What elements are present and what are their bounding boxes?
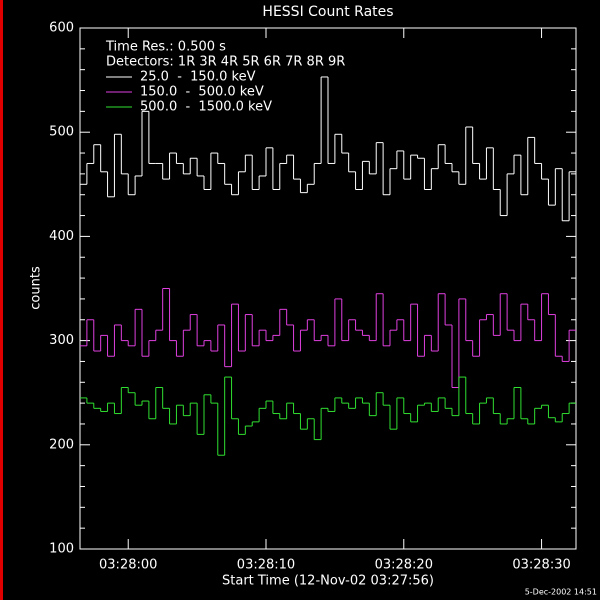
x-tick-label: 03:28:00: [99, 558, 157, 573]
y-tick-label: 200: [49, 437, 74, 452]
y-tick-label: 300: [49, 333, 74, 348]
y-axis-label: counts: [29, 266, 44, 310]
left-border: [0, 0, 3, 600]
annotation: Time Res.: 0.500 s: [105, 40, 226, 55]
y-tick-label: 100: [49, 542, 74, 557]
legend-label: 150.0 - 500.0 keV: [140, 85, 264, 100]
chart-title: HESSI Count Rates: [262, 4, 393, 20]
x-tick-label: 03:28:20: [375, 558, 433, 573]
plot-frame: [79, 27, 577, 550]
legend-label: 25.0 - 150.0 keV: [140, 70, 256, 85]
legend-label: 500.0 - 1500.0 keV: [140, 100, 272, 115]
x-tick-label: 03:28:30: [512, 558, 570, 573]
footer-date: 5-Dec-2002 14:51: [525, 588, 597, 597]
x-axis-label: Start Time (12-Nov-02 03:27:56): [222, 574, 434, 589]
y-tick-label: 400: [49, 229, 74, 244]
y-tick-label: 500: [49, 125, 74, 140]
x-tick-label: 03:28:10: [237, 558, 295, 573]
y-tick-label: 600: [49, 21, 74, 36]
annotation: Detectors: 1R 3R 4R 5R 6R 7R 8R 9R: [106, 55, 345, 70]
